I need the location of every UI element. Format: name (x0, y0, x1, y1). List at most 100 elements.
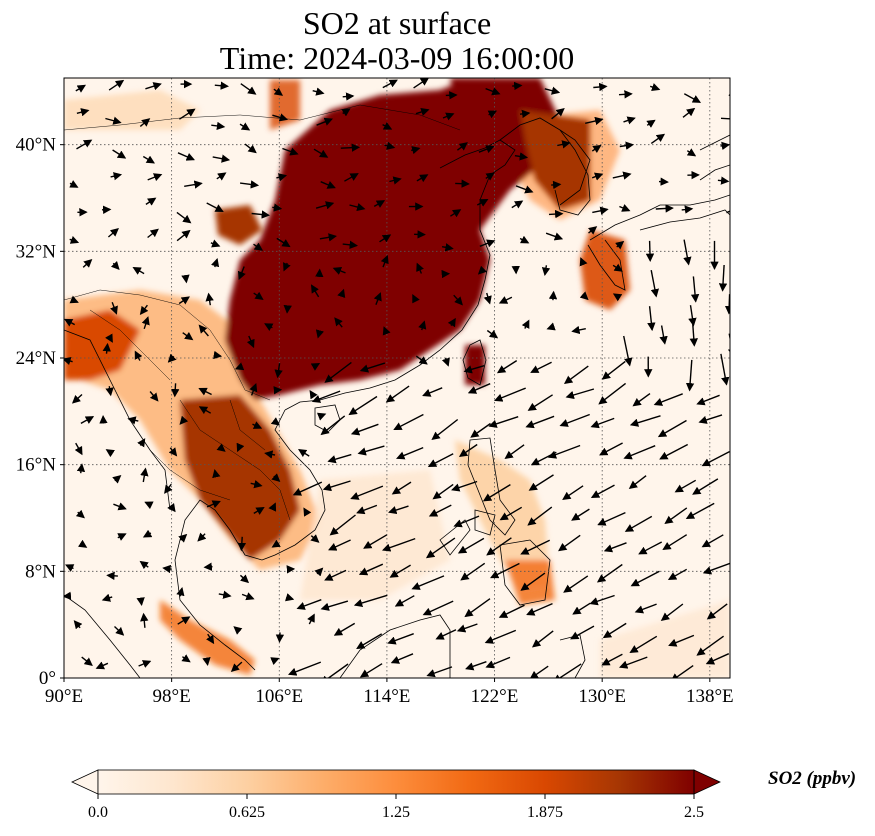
wind-arrow (682, 107, 696, 118)
wind-arrow (270, 657, 280, 666)
wind-arrow (76, 108, 90, 117)
map-frame (63, 77, 731, 679)
wind-arrow (179, 108, 196, 120)
wind-arrow (632, 393, 651, 407)
wind-arrow (270, 417, 281, 426)
wind-arrow (105, 333, 113, 343)
wind-arrow (75, 84, 87, 93)
colorbar-gradient (98, 770, 694, 794)
wind-arrow (499, 506, 523, 521)
wind-arrow (653, 393, 683, 406)
wind-arrow (552, 663, 582, 678)
wind-arrow (322, 480, 351, 492)
wind-arrow (251, 210, 270, 219)
wind-arrow (565, 388, 595, 400)
wind-arrow (178, 533, 188, 543)
wind-arrow (415, 107, 430, 116)
wind-arrow (702, 562, 730, 575)
wind-arrow (312, 87, 325, 96)
wind-arrow (316, 412, 327, 421)
wind-arrow (73, 620, 83, 630)
wind-arrow (511, 200, 524, 209)
wind-arrow (512, 81, 523, 91)
wind-arrow (168, 447, 178, 457)
wind-arrow (240, 83, 257, 95)
wind-arrow (389, 176, 402, 185)
wind-arrow (596, 563, 623, 583)
map-subtitle-time: Time: 2024-03-09 16:00:00 (219, 40, 575, 76)
longitude-axis: 90°E 98°E 106°E 114°E 122°E 130°E 138°E (45, 678, 734, 707)
wind-arrow (110, 261, 120, 271)
wind-arrow (236, 442, 245, 453)
wind-arrow (416, 174, 429, 183)
wind-arrow (623, 335, 633, 367)
wind-arrow (271, 473, 281, 483)
wind-arrow (551, 108, 565, 120)
wind-arrow (589, 594, 615, 606)
wind-arrow (244, 143, 257, 154)
wind-arrow (102, 342, 111, 354)
wind-arrow (106, 571, 118, 581)
wind-arrow (177, 616, 191, 625)
wind-arrow (253, 291, 264, 300)
wind-arrow (202, 657, 211, 666)
wind-arrow (382, 122, 393, 130)
wind-arrow (212, 469, 221, 479)
wind-arrow (303, 507, 312, 517)
wind-arrow (253, 242, 264, 251)
wind-arrow (588, 226, 598, 235)
wind-arrow (435, 629, 457, 640)
wind-arrow (720, 353, 730, 386)
wind-arrow (572, 602, 591, 615)
wind-arrow (373, 200, 386, 208)
wind-arrow (688, 305, 697, 327)
wind-arrow (329, 514, 356, 536)
wind-arrow (545, 232, 564, 241)
wind-arrow (557, 140, 571, 149)
wind-arrow (107, 227, 119, 238)
wind-arrow (147, 173, 163, 182)
wind-arrow (706, 603, 728, 620)
wind-arrow (334, 317, 343, 328)
wind-arrow (319, 233, 337, 242)
wind-arrow (683, 239, 692, 266)
wind-arrow (349, 202, 366, 212)
wind-arrow (282, 147, 299, 156)
wind-arrow (674, 479, 697, 493)
wind-arrow (171, 383, 180, 398)
wind-arrow (203, 562, 213, 571)
wind-arrow (593, 82, 608, 92)
wind-arrow (570, 625, 595, 640)
colorbar-tick-label: 1.25 (382, 804, 410, 821)
wind-arrow (140, 467, 149, 483)
wind-arrow (240, 180, 260, 189)
wind-arrow (619, 204, 631, 212)
wind-arrow (685, 359, 695, 392)
wind-arrow (342, 92, 355, 101)
wind-arrow (486, 329, 499, 339)
wind-arrow (431, 418, 459, 441)
wind-arrow (645, 240, 655, 262)
wind-arrow (141, 316, 150, 330)
wind-arrow (214, 81, 229, 90)
wind-arrow (425, 537, 456, 559)
wind-arrow (412, 294, 420, 304)
wind-arrow (603, 542, 627, 553)
wind-arrow (253, 506, 265, 515)
wind-arrow (213, 350, 223, 360)
wind-arrow (530, 361, 552, 373)
wind-arrow (177, 152, 195, 161)
lat-tick-label: 0° (39, 668, 56, 689)
wind-arrow (579, 257, 588, 267)
wind-arrow (685, 502, 715, 519)
wind-arrow (563, 365, 589, 385)
wind-arrow (485, 87, 501, 96)
wind-arrow (206, 633, 215, 645)
wind-arrow (628, 475, 647, 490)
wind-arrow (413, 78, 430, 89)
wind-arrow (112, 474, 122, 484)
wind-arrow (659, 325, 668, 345)
wind-arrow (292, 481, 323, 496)
so2-concentration-field (64, 78, 730, 678)
wind-arrow (324, 569, 347, 581)
